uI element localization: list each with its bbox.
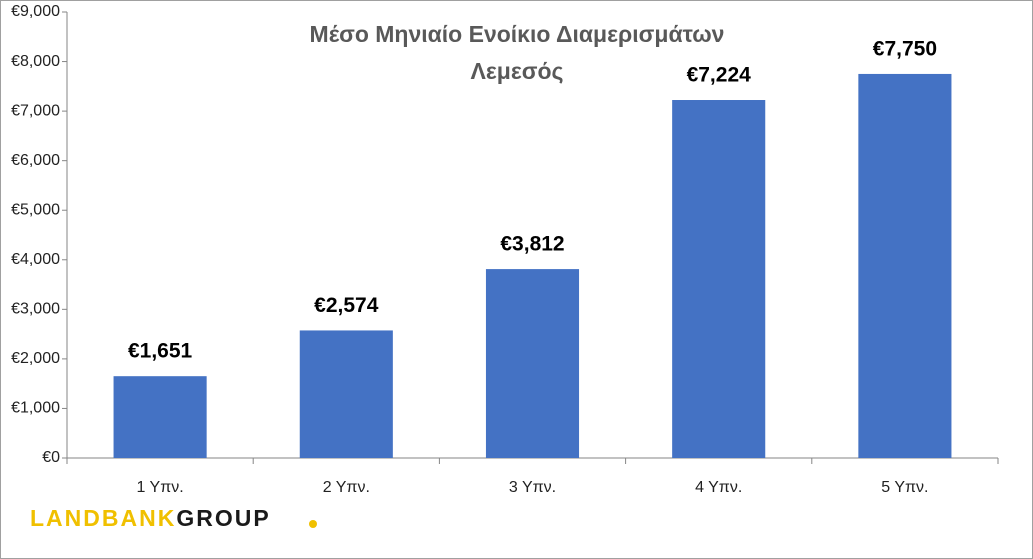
data-label: €7,224 bbox=[687, 64, 752, 87]
x-tick-label: 4 Υπν. bbox=[695, 479, 742, 496]
y-tick-label: €6,000 bbox=[11, 152, 60, 169]
x-tick-label: 2 Υπν. bbox=[323, 479, 370, 496]
data-label: €7,750 bbox=[873, 37, 937, 60]
y-tick-label: €7,000 bbox=[11, 102, 60, 119]
bar bbox=[485, 269, 580, 458]
logo-dot bbox=[309, 520, 317, 528]
chart-title: Λεμεσός bbox=[471, 58, 564, 84]
y-tick-label: €1,000 bbox=[11, 400, 60, 417]
chart-title: Μέσο Μηνιαίο Ενοίκιο Διαμερισμάτων bbox=[310, 21, 725, 47]
data-label: €1,651 bbox=[128, 340, 193, 363]
bar bbox=[299, 330, 393, 458]
y-tick-label: €2,000 bbox=[11, 350, 60, 367]
y-tick-label: €3,000 bbox=[11, 301, 60, 318]
y-tick-label: €0 bbox=[42, 449, 60, 466]
x-tick-label: 3 Υπν. bbox=[509, 479, 556, 496]
logo-part: GROUP bbox=[176, 505, 270, 531]
y-tick-label: €9,000 bbox=[11, 3, 60, 20]
data-label: €2,574 bbox=[314, 294, 379, 317]
logo-part: LANDBANK bbox=[30, 505, 176, 531]
y-tick-label: €8,000 bbox=[11, 53, 60, 70]
x-tick-label: 5 Υπν. bbox=[881, 479, 928, 496]
bar bbox=[858, 73, 952, 458]
data-label: €3,812 bbox=[500, 233, 564, 256]
y-tick-label: €4,000 bbox=[11, 251, 60, 268]
bar bbox=[113, 376, 207, 458]
logo: LANDBANKGROUP bbox=[30, 505, 271, 531]
x-tick-label: 1 Υπν. bbox=[136, 479, 183, 496]
y-tick-label: €5,000 bbox=[11, 201, 60, 218]
bar bbox=[672, 100, 766, 458]
